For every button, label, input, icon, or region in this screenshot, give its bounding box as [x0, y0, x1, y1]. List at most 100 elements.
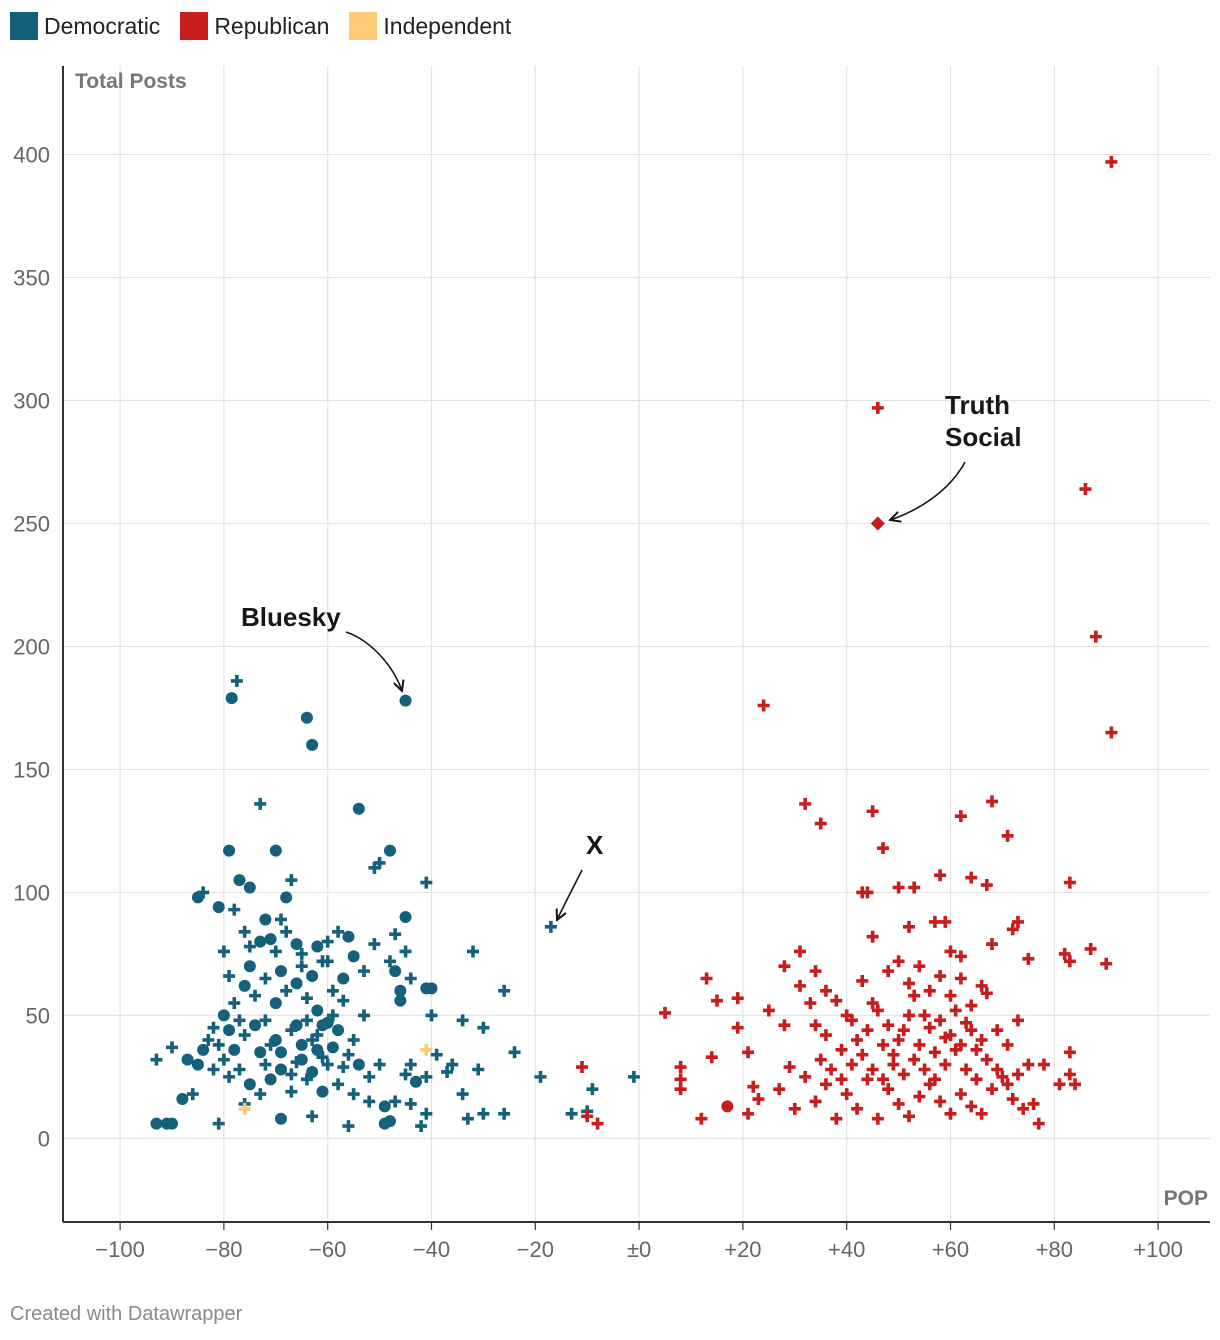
point-republican: [871, 1004, 884, 1017]
point-democratic: [191, 891, 204, 904]
point-democratic: [316, 955, 329, 968]
y-tick-label: 250: [13, 511, 50, 536]
point-democratic: [363, 1095, 376, 1108]
point-democratic: [316, 1019, 329, 1032]
x-tick-label: −40: [413, 1237, 450, 1262]
point-democratic: [233, 874, 246, 887]
point-republican: [960, 1016, 973, 1029]
point-republican: [954, 972, 967, 985]
point-republican: [819, 984, 832, 997]
point-democratic: [238, 925, 251, 938]
x-tick-label: +40: [828, 1237, 865, 1262]
point-republican: [954, 810, 967, 823]
x-tick-label: −20: [517, 1237, 554, 1262]
point-democratic: [456, 1088, 469, 1101]
point-republican: [1001, 829, 1014, 842]
axes: 0 50 100 150 200 250 300 350 400 −100 −80 −60 −40 −20…: [13, 66, 1210, 1262]
point-democratic: [295, 1038, 308, 1051]
point-democratic: [285, 1085, 298, 1098]
point-democratic: [461, 1112, 474, 1125]
point-democratic: [300, 711, 313, 724]
point-republican: [934, 1014, 947, 1027]
point-democratic: [306, 1065, 319, 1078]
point-democratic: [300, 1073, 313, 1086]
point-democratic: [274, 913, 287, 926]
y-axis-title: Total Posts: [75, 70, 187, 93]
point-democratic: [176, 1093, 189, 1106]
point-republican: [986, 1083, 999, 1096]
x-tick-label: −100: [95, 1237, 145, 1262]
point-republican: [757, 699, 770, 712]
point-democratic: [243, 1078, 256, 1091]
point-democratic: [347, 1033, 360, 1046]
point-republican: [892, 1033, 905, 1046]
point-democratic: [565, 1107, 578, 1120]
point-democratic: [217, 945, 230, 958]
legend-label-republican: Republican: [214, 12, 330, 39]
point-democratic: [399, 694, 412, 707]
point-republican: [887, 1048, 900, 1061]
point-republican: [902, 1009, 915, 1022]
point-democratic: [409, 1075, 422, 1088]
point-republican: [1063, 876, 1076, 889]
point-democratic: [627, 1070, 640, 1083]
point-democratic: [165, 1117, 178, 1130]
point-democratic: [311, 1004, 324, 1017]
point-republican: [752, 1093, 765, 1106]
footer-credit[interactable]: Created with Datawrapper: [10, 1303, 243, 1325]
point-republican: [870, 516, 885, 531]
point-democratic: [165, 1041, 178, 1054]
legend-item-republican[interactable]: Republican: [180, 12, 329, 40]
y-tick-label: 300: [13, 389, 50, 414]
point-republican: [591, 1117, 604, 1130]
x-axis-title: POP: [1164, 1187, 1208, 1210]
point-republican: [939, 1058, 952, 1071]
point-republican: [835, 1073, 848, 1086]
point-republican: [980, 1053, 993, 1066]
x-tick-label: −60: [309, 1237, 346, 1262]
point-democratic: [326, 984, 339, 997]
point-democratic: [249, 989, 262, 1002]
point-democratic: [290, 1019, 303, 1032]
point-republican: [892, 955, 905, 968]
point-democratic: [243, 940, 256, 953]
point-democratic: [394, 994, 407, 1007]
point-democratic: [404, 972, 417, 985]
point-democratic: [477, 1107, 490, 1120]
point-republican: [1105, 726, 1118, 739]
point-republican: [773, 1083, 786, 1096]
point-democratic: [223, 844, 236, 857]
point-republican: [1032, 1117, 1045, 1130]
point-republican: [877, 842, 890, 855]
point-republican: [954, 950, 967, 963]
legend-item-independent[interactable]: Independent: [349, 12, 511, 40]
point-democratic: [446, 1058, 459, 1071]
point-republican: [934, 1095, 947, 1108]
point-democratic: [441, 1065, 454, 1078]
point-democratic: [358, 1009, 371, 1022]
legend-label-independent: Independent: [383, 12, 512, 39]
point-republican: [1001, 1078, 1014, 1091]
point-democratic: [259, 972, 272, 985]
point-republican: [908, 881, 921, 894]
point-democratic: [207, 1063, 220, 1076]
point-democratic: [217, 1009, 230, 1022]
point-republican: [928, 915, 941, 928]
point-democratic: [259, 913, 272, 926]
point-republican: [902, 1110, 915, 1123]
point-democratic: [207, 1021, 220, 1034]
point-republican: [674, 1061, 687, 1074]
point-democratic: [228, 1043, 241, 1056]
point-democratic: [498, 984, 511, 997]
point-republican: [710, 994, 723, 1007]
point-republican: [991, 1024, 1004, 1037]
point-republican: [576, 1061, 589, 1074]
point-republican: [866, 930, 879, 943]
point-republican: [934, 869, 947, 882]
point-democratic: [150, 1117, 163, 1130]
point-republican: [1089, 630, 1102, 643]
point-democratic: [456, 1014, 469, 1027]
legend-item-democratic[interactable]: Democratic: [10, 12, 160, 40]
point-republican: [799, 797, 812, 810]
point-republican: [871, 1112, 884, 1125]
